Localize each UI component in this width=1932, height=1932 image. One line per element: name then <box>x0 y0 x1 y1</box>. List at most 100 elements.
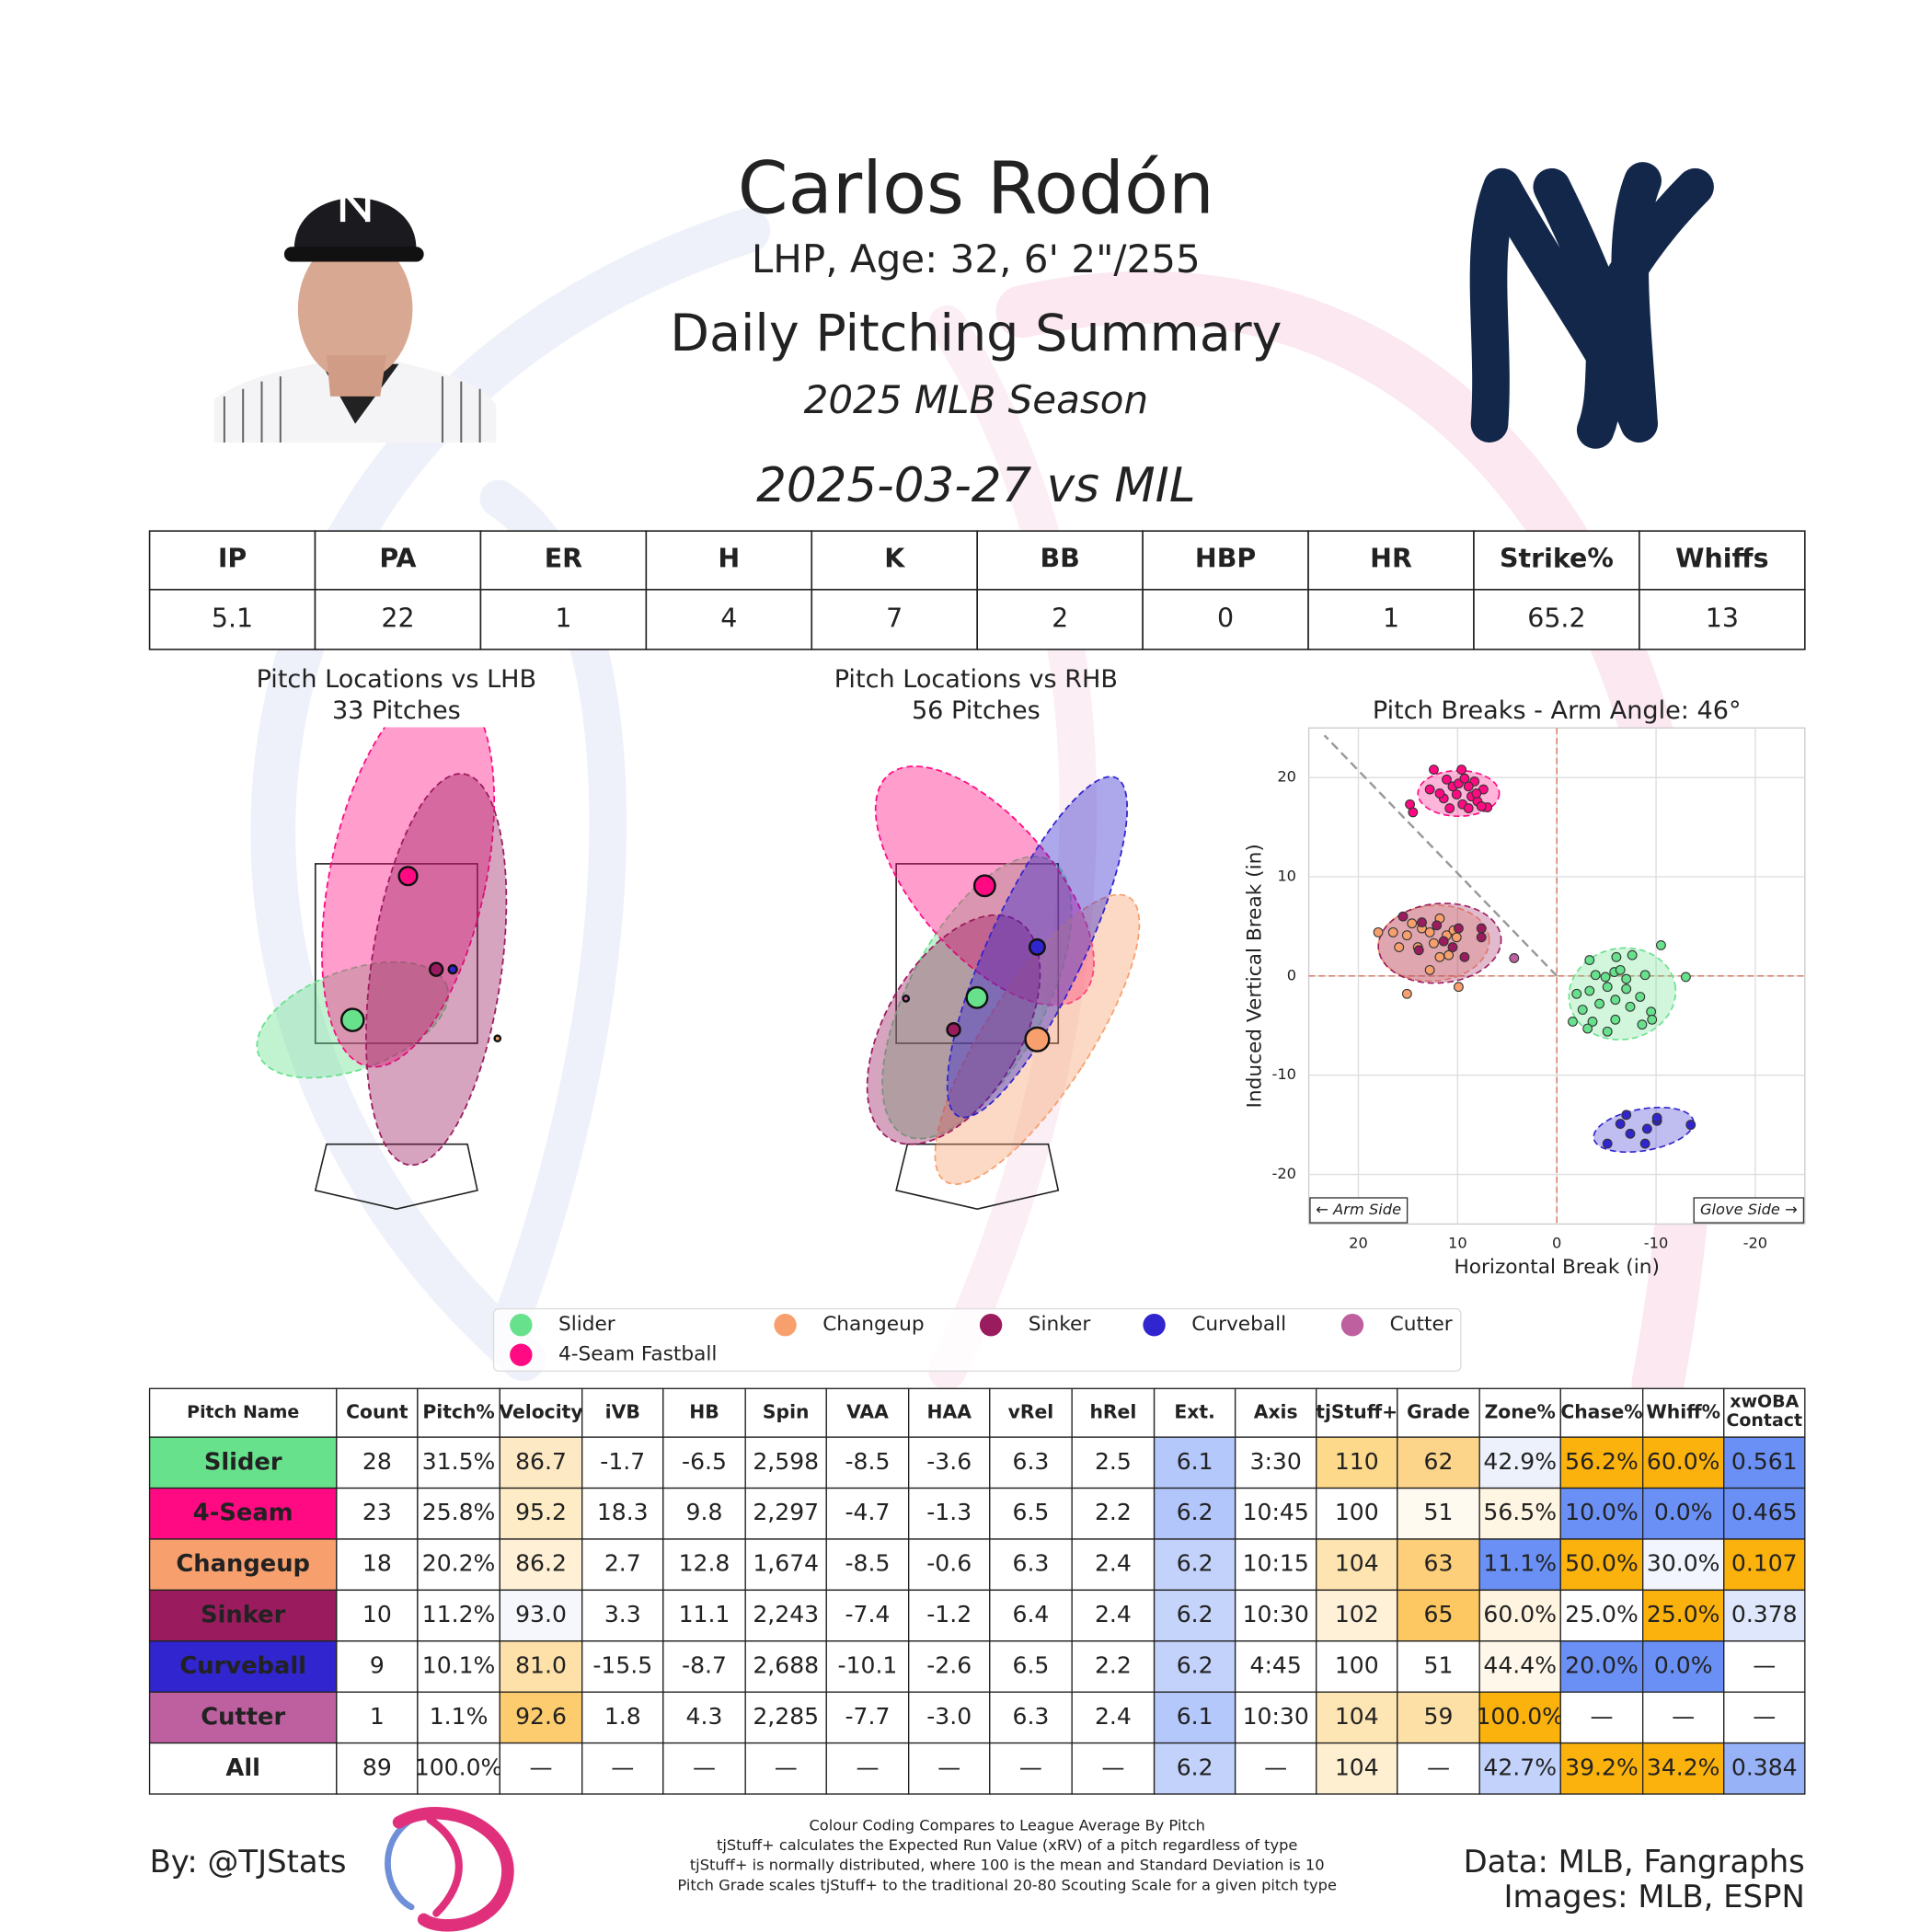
table-cell <box>1397 1436 1480 1489</box>
table-cell <box>1559 1436 1644 1489</box>
table-cell <box>336 1640 419 1693</box>
table-cell <box>1478 1538 1561 1592</box>
value-cell <box>811 589 979 650</box>
cell-value: 63 <box>1424 1550 1454 1577</box>
cell-value: 86.7 <box>515 1448 567 1475</box>
table-cell <box>1153 1691 1236 1744</box>
table-cell <box>1153 1436 1236 1489</box>
cell-value: 104 <box>1335 1703 1379 1730</box>
pitch-point <box>1394 942 1405 952</box>
player-bio: LHP, Age: 32, 6' 2"/255 <box>752 236 1201 282</box>
value-cell <box>1307 589 1475 650</box>
cell-value: 60.0% <box>1647 1448 1720 1475</box>
x-axis-label: Horizontal Break (in) <box>1454 1256 1659 1279</box>
value-cell <box>1639 589 1806 650</box>
arm-angle-line <box>1323 734 1558 977</box>
header-cell <box>825 1387 910 1438</box>
pitch-point <box>1635 992 1646 1002</box>
y-axis-label: Induced Vertical Break (in) <box>1243 844 1266 1108</box>
header-label: vRel <box>1008 1401 1054 1423</box>
cell-value: — <box>693 1754 716 1780</box>
pitch-mean <box>447 964 458 975</box>
header-cell <box>1153 1387 1236 1438</box>
cell-value: 100.0% <box>1476 1703 1564 1730</box>
value-cell <box>479 589 648 650</box>
pitch-point <box>1463 803 1474 813</box>
header-cell <box>499 1387 583 1438</box>
table-cell <box>989 1589 1073 1642</box>
table-cell <box>499 1640 583 1693</box>
credit: By: @TJStats <box>150 1844 347 1880</box>
stat-name: K <box>884 543 905 573</box>
cell-value: 59 <box>1424 1703 1454 1730</box>
cell-value: 6.2 <box>1177 1601 1213 1627</box>
annotation: ← Arm Side <box>1316 1201 1401 1218</box>
table-cell <box>989 1640 1073 1693</box>
table-cell <box>417 1742 500 1795</box>
cell-value: — <box>1672 1703 1695 1730</box>
cell-value: -3.6 <box>926 1448 972 1475</box>
report-title: Daily Pitching Summary <box>670 304 1282 363</box>
pitch-point <box>1610 995 1621 1006</box>
pitch-point <box>1476 932 1487 943</box>
table-cell <box>1723 1742 1806 1795</box>
cell-value: — <box>529 1754 552 1780</box>
cell-value: 102 <box>1335 1601 1379 1627</box>
table-cell <box>1478 1640 1561 1693</box>
cell-value: 18.3 <box>597 1499 649 1525</box>
pitch-point <box>1568 1017 1578 1027</box>
table-cell <box>1071 1487 1156 1540</box>
x-tick-label: -20 <box>1743 1235 1768 1252</box>
header-cell <box>744 1387 827 1438</box>
game-stats-table: IP 5.1 PA 22 ER 1 H 4 K 7 BB 2 HBP 0 HR 1 Strike% 65.2 Whi… <box>148 530 1806 650</box>
note: tjStuff+ calculates the Expected Run Val… <box>717 1836 1297 1854</box>
cell-value: 56.2% <box>1565 1448 1639 1475</box>
cell-value: 100.0% <box>415 1754 503 1780</box>
cell-value: -4.7 <box>845 1499 891 1525</box>
note: Colour Coding Compares to League Average… <box>809 1816 1205 1834</box>
pitch-point <box>1387 926 1398 937</box>
legend-label: 4-Seam Fastball <box>558 1343 717 1366</box>
tjstats-logo <box>385 1807 514 1932</box>
pitch-point <box>1434 951 1445 962</box>
y-tick-label: 0 <box>1287 966 1296 983</box>
legend-marker <box>1340 1314 1364 1337</box>
cell-value: 39.2% <box>1565 1754 1639 1780</box>
table-cell <box>1234 1691 1317 1744</box>
player-name: Carlos Rodón <box>738 145 1214 230</box>
table-cell <box>499 1487 583 1540</box>
cell-value: 3.3 <box>604 1601 641 1627</box>
cell-value: — <box>1427 1754 1450 1780</box>
team-logo <box>1469 162 1714 449</box>
legend-label: Slider <box>558 1313 615 1336</box>
table-cell <box>1641 1538 1725 1592</box>
cell-value: 56.5% <box>1483 1499 1557 1525</box>
table-cell <box>1478 1742 1561 1795</box>
pitch-mean <box>339 1007 365 1032</box>
cell-value: 10:30 <box>1243 1601 1309 1627</box>
cell-value: 23 <box>362 1499 392 1525</box>
cell-value: 2.4 <box>1095 1703 1132 1730</box>
pitch-point <box>1611 951 1622 962</box>
image-source: Images: MLB, ESPN <box>1503 1879 1804 1915</box>
table-cell <box>1478 1691 1561 1744</box>
pitch-point <box>1577 1005 1588 1015</box>
cell-value: 51 <box>1424 1651 1454 1678</box>
x-tick-label: 0 <box>1552 1235 1561 1252</box>
table-cell <box>1641 1691 1725 1744</box>
cap <box>293 198 417 249</box>
table-cell <box>336 1742 419 1795</box>
cell-value: -8.5 <box>845 1550 891 1577</box>
pitch-point <box>1456 765 1467 775</box>
stat-name: Whiffs <box>1675 543 1768 573</box>
pitch-point <box>1454 982 1464 993</box>
cell-value: 31.5% <box>422 1448 496 1475</box>
cell-value: — <box>611 1754 634 1780</box>
cell-value: 6.3 <box>1013 1550 1050 1577</box>
header-label: Zone% <box>1485 1401 1556 1423</box>
table-cell <box>744 1487 827 1540</box>
cell-value: 92.6 <box>515 1703 567 1730</box>
stat-value: 7 <box>886 603 903 633</box>
legend-label: Curveball <box>1191 1313 1286 1336</box>
